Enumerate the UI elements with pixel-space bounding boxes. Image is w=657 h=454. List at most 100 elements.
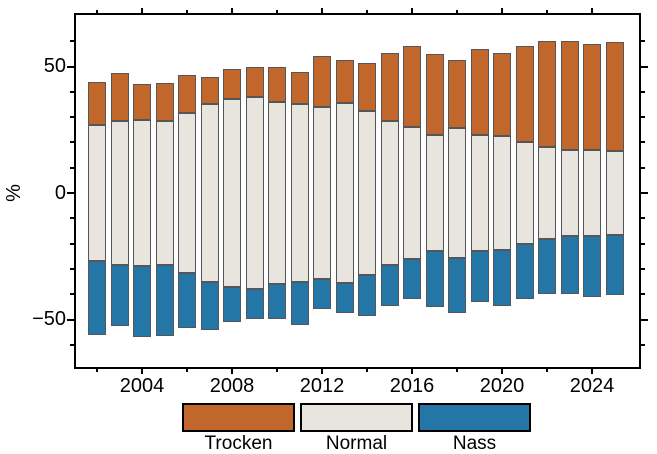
y-tick-label-neg50: −50	[32, 308, 66, 330]
y-tick-label-50: 50	[43, 55, 66, 77]
x-axis-tick	[501, 8, 503, 13]
plot-frame	[74, 13, 641, 369]
bar-segment-nass	[290, 281, 309, 325]
bar-segment-trocken	[538, 41, 556, 148]
bar-segment-trocken	[290, 71, 309, 105]
x-axis-tick	[186, 10, 188, 13]
x-tick-label-2012: 2012	[299, 375, 345, 397]
x-tick-label-2020: 2020	[479, 375, 525, 397]
bar-segment-trocken	[380, 52, 399, 121]
x-tick-label-2016: 2016	[389, 375, 435, 397]
y-axis-tick	[641, 217, 645, 220]
y-axis-tick	[70, 267, 74, 270]
bar-segment-normal	[425, 134, 444, 252]
x-axis-tick	[276, 369, 278, 372]
bar-segment-nass	[200, 281, 219, 330]
bar-segment-nass	[245, 289, 264, 320]
bar-segment-normal	[583, 149, 601, 236]
bar-segment-normal	[335, 103, 354, 283]
x-axis-tick	[411, 8, 413, 13]
bar-segment-normal	[223, 99, 241, 287]
y-axis-tick	[641, 141, 645, 144]
bar-segment-trocken	[200, 76, 219, 105]
bar-segment-trocken	[493, 52, 511, 137]
x-axis-tick	[501, 369, 503, 374]
bar-segment-normal	[178, 113, 196, 273]
bar-segment-nass	[515, 243, 534, 300]
bar-segment-trocken	[88, 81, 106, 125]
y-axis-tick	[641, 65, 648, 68]
bar-segment-normal	[470, 134, 489, 252]
x-axis-tick	[231, 369, 233, 374]
bar-segment-trocken	[515, 46, 534, 143]
bar-segment-trocken	[110, 72, 129, 121]
x-tick-label-2024: 2024	[569, 375, 615, 397]
y-axis-tick	[641, 192, 648, 194]
bar-segment-normal	[448, 128, 466, 258]
legend-label-trocken: Trocken	[204, 433, 273, 454]
bar-segment-normal	[245, 96, 264, 290]
y-axis-tick	[641, 318, 648, 321]
y-axis-tick	[70, 116, 74, 119]
bar-segment-normal	[110, 120, 129, 266]
bar-segment-nass	[133, 266, 151, 338]
legend-swatch-normal	[300, 403, 413, 432]
bar-segment-nass	[335, 282, 354, 314]
y-axis-tick	[70, 40, 74, 43]
y-axis-tick	[641, 90, 645, 93]
x-axis-tick	[321, 8, 323, 13]
bar-segment-nass	[403, 258, 421, 300]
y-tick-label-0: 0	[54, 182, 66, 204]
bar-segment-trocken	[245, 66, 264, 97]
bar-segment-trocken	[178, 75, 196, 114]
bar-segment-normal	[88, 124, 106, 262]
bar-segment-normal	[538, 147, 556, 239]
bar-segment-trocken	[223, 69, 241, 100]
bar-segment-trocken	[133, 84, 151, 120]
y-axis-tick	[641, 242, 645, 245]
x-axis-tick	[186, 369, 188, 372]
x-axis-tick	[96, 369, 98, 372]
bar-segment-normal	[200, 104, 219, 282]
y-axis-tick	[67, 192, 74, 194]
y-axis-tick	[67, 318, 74, 321]
x-axis-tick	[366, 369, 368, 372]
bar-segment-normal	[493, 136, 511, 250]
y-axis-tick	[70, 343, 74, 346]
y-axis-tick	[641, 166, 645, 169]
bar-segment-nass	[110, 265, 129, 326]
bar-segment-trocken	[605, 42, 624, 152]
bar-segment-normal	[313, 106, 331, 279]
x-axis-tick	[546, 369, 548, 372]
x-axis-tick	[231, 8, 233, 13]
y-axis-tick	[70, 90, 74, 93]
x-axis-tick	[366, 10, 368, 13]
x-tick-label-2008: 2008	[209, 375, 255, 397]
y-axis-tick	[70, 166, 74, 169]
x-axis-tick	[411, 369, 413, 374]
bar-segment-trocken	[403, 46, 421, 128]
y-axis-tick	[70, 293, 74, 296]
bar-segment-normal	[605, 151, 624, 235]
bar-segment-nass	[155, 265, 174, 336]
bar-segment-trocken	[358, 62, 376, 111]
bar-segment-nass	[493, 249, 511, 306]
y-axis-tick	[70, 141, 74, 144]
x-tick-label-2004: 2004	[119, 375, 165, 397]
legend-label-nass: Nass	[452, 433, 497, 454]
y-axis-tick	[641, 343, 645, 346]
bar-segment-trocken	[425, 53, 444, 135]
bar-segment-trocken	[155, 82, 174, 121]
bar-segment-trocken	[560, 41, 579, 150]
bar-segment-trocken	[268, 66, 286, 102]
y-axis-tick	[70, 217, 74, 220]
bar-segment-trocken	[335, 60, 354, 104]
bar-segment-normal	[268, 101, 286, 285]
x-axis-tick	[96, 10, 98, 13]
bar-segment-normal	[560, 149, 579, 236]
bar-segment-normal	[290, 104, 309, 282]
bar-segment-normal	[133, 119, 151, 267]
y-axis-tick	[641, 293, 645, 296]
y-axis-tick	[70, 242, 74, 245]
